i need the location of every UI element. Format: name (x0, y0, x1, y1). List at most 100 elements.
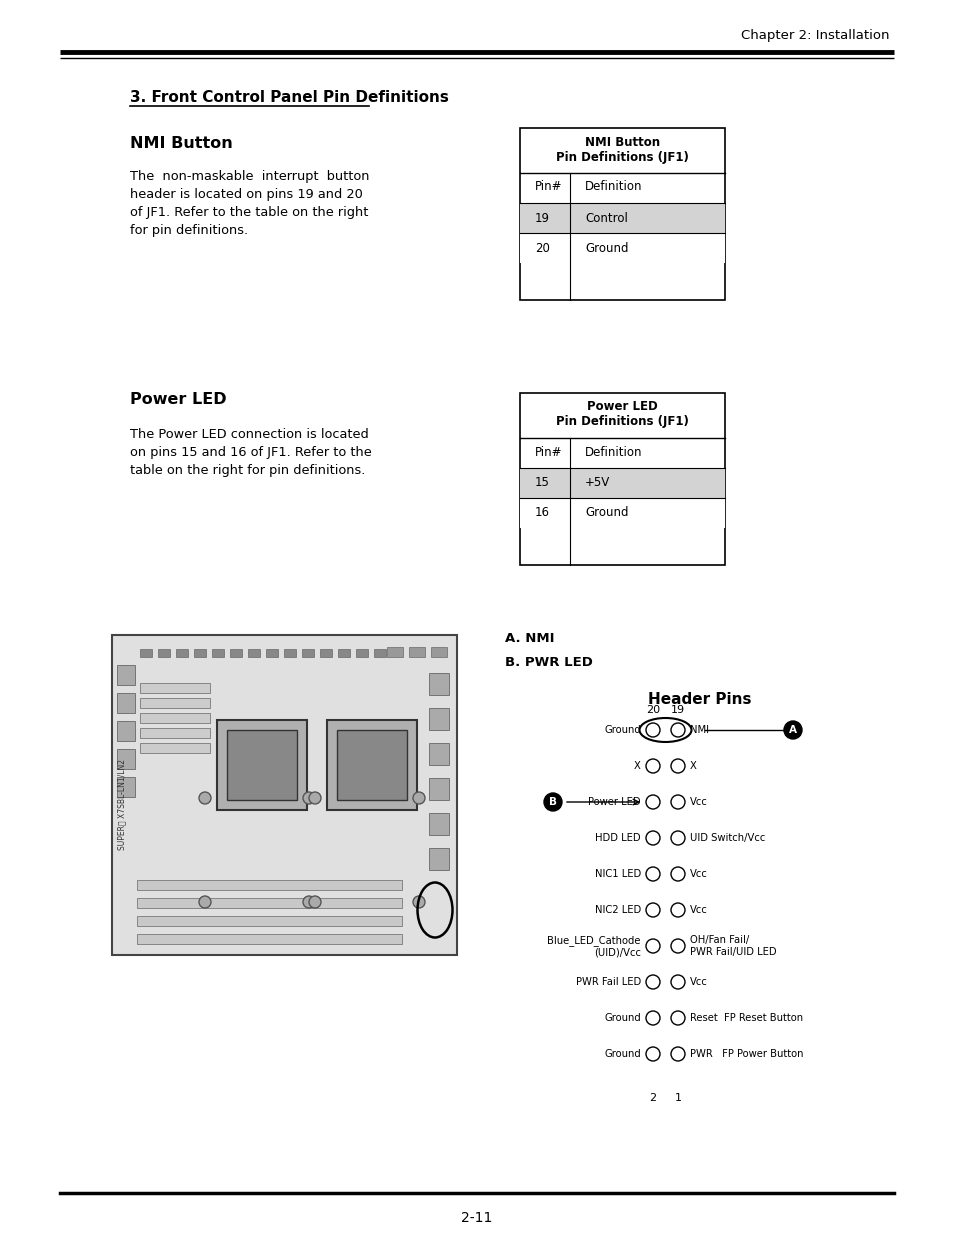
Text: for pin definitions.: for pin definitions. (130, 224, 248, 237)
Bar (519, 468, 724, 498)
Text: PWR   FP Power Button: PWR FP Power Button (689, 1049, 802, 1058)
Bar (175, 650, 188, 657)
Bar (336, 730, 407, 800)
Circle shape (413, 792, 424, 804)
Text: NMI: NMI (689, 725, 708, 735)
Circle shape (645, 1047, 659, 1061)
Circle shape (645, 795, 659, 809)
Bar (337, 650, 350, 657)
Text: The Power LED connection is located: The Power LED connection is located (130, 429, 369, 441)
Circle shape (670, 1011, 684, 1025)
Text: Power LED: Power LED (588, 797, 640, 806)
Text: Ground: Ground (584, 242, 628, 254)
Text: Vcc: Vcc (689, 869, 707, 879)
Bar (429, 743, 449, 764)
Circle shape (670, 831, 684, 845)
Text: Control: Control (584, 211, 627, 225)
Text: Definition: Definition (584, 446, 641, 458)
Text: 1: 1 (674, 1093, 680, 1103)
Text: 20: 20 (535, 242, 549, 254)
Bar (429, 673, 449, 695)
Text: 20: 20 (645, 705, 659, 715)
Bar (117, 664, 135, 685)
Text: Vcc: Vcc (689, 977, 707, 987)
Circle shape (309, 792, 320, 804)
Bar (319, 650, 332, 657)
Bar (519, 233, 724, 263)
Bar (140, 713, 210, 722)
Text: Pin Definitions (JF1): Pin Definitions (JF1) (556, 151, 688, 163)
Text: The  non-maskable  interrupt  button: The non-maskable interrupt button (130, 170, 369, 183)
Bar (137, 934, 401, 944)
Text: 3. Front Control Panel Pin Definitions: 3. Front Control Panel Pin Definitions (130, 90, 449, 105)
Bar (158, 650, 170, 657)
Bar (266, 650, 277, 657)
Bar (193, 650, 206, 657)
Circle shape (645, 831, 659, 845)
Bar (431, 647, 447, 657)
Bar (227, 730, 296, 800)
Text: Ground: Ground (603, 725, 640, 735)
Circle shape (309, 897, 320, 908)
Text: X: X (689, 761, 696, 771)
Text: NIC1 LED: NIC1 LED (594, 869, 640, 879)
Text: SUPERⓄ X7SBL-LN1/LN2: SUPERⓄ X7SBL-LN1/LN2 (117, 760, 127, 851)
Bar (216, 720, 307, 810)
Text: A: A (788, 725, 796, 735)
Text: 19: 19 (670, 705, 684, 715)
Circle shape (670, 974, 684, 989)
Bar (387, 647, 402, 657)
Text: 16: 16 (535, 506, 550, 520)
Bar (140, 683, 210, 693)
Bar (519, 498, 724, 529)
Text: Pin#: Pin# (535, 180, 562, 194)
Text: Definition: Definition (584, 180, 641, 194)
Bar (519, 393, 724, 564)
Bar (140, 727, 210, 739)
Bar (140, 650, 152, 657)
Bar (429, 778, 449, 800)
Circle shape (199, 792, 211, 804)
Text: X: X (634, 761, 640, 771)
Text: 19: 19 (535, 211, 550, 225)
Text: of JF1. Refer to the table on the right: of JF1. Refer to the table on the right (130, 206, 368, 219)
Circle shape (645, 867, 659, 881)
Bar (112, 635, 456, 955)
Bar (248, 650, 260, 657)
Circle shape (670, 867, 684, 881)
Text: Ground: Ground (603, 1049, 640, 1058)
Text: table on the right for pin definitions.: table on the right for pin definitions. (130, 464, 365, 477)
Bar (117, 721, 135, 741)
Text: on pins 15 and 16 of JF1. Refer to the: on pins 15 and 16 of JF1. Refer to the (130, 446, 372, 459)
Circle shape (670, 903, 684, 918)
Circle shape (670, 1047, 684, 1061)
Circle shape (645, 1011, 659, 1025)
Text: OH/Fan Fail/
PWR Fail/UID LED: OH/Fan Fail/ PWR Fail/UID LED (689, 935, 776, 957)
Bar (429, 848, 449, 869)
Text: Power LED: Power LED (130, 393, 227, 408)
Bar (429, 813, 449, 835)
Text: Pin Definitions (JF1): Pin Definitions (JF1) (556, 415, 688, 429)
Circle shape (670, 939, 684, 953)
Bar (519, 128, 724, 300)
Bar (284, 650, 295, 657)
Circle shape (199, 897, 211, 908)
Bar (117, 693, 135, 713)
Bar (140, 743, 210, 753)
Text: +5V: +5V (584, 477, 610, 489)
Bar (137, 881, 401, 890)
Circle shape (543, 793, 561, 811)
Text: PWR Fail LED: PWR Fail LED (576, 977, 640, 987)
Circle shape (303, 792, 314, 804)
Text: NMI Button: NMI Button (130, 136, 233, 151)
Text: Vcc: Vcc (689, 797, 707, 806)
Text: 2: 2 (649, 1093, 656, 1103)
Text: Power LED: Power LED (586, 400, 658, 414)
Text: NMI Button: NMI Button (584, 136, 659, 148)
Circle shape (670, 795, 684, 809)
Bar (230, 650, 242, 657)
Bar (519, 203, 724, 233)
Circle shape (645, 974, 659, 989)
Bar (374, 650, 386, 657)
Bar (140, 698, 210, 708)
